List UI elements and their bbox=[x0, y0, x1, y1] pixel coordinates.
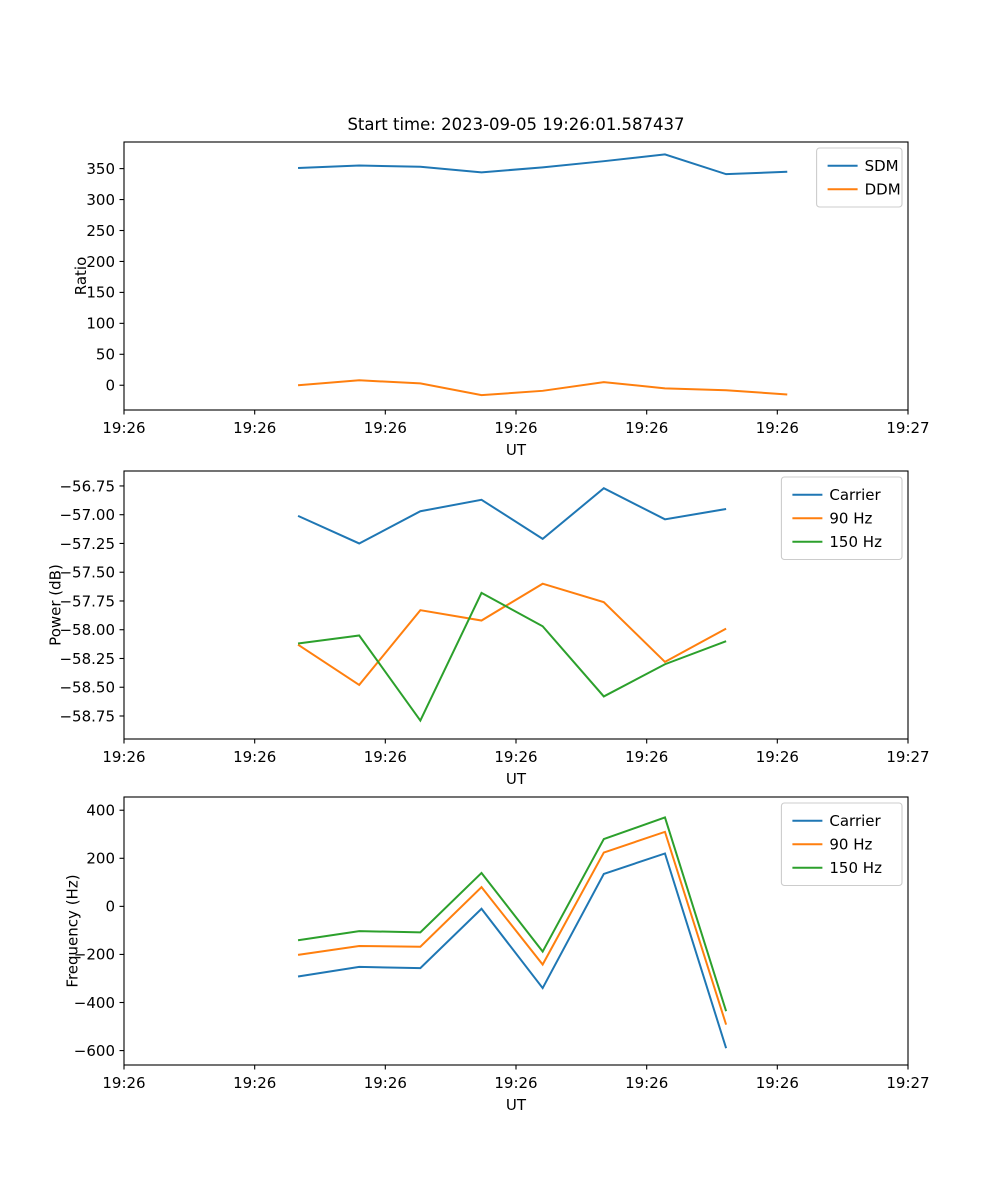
x-tick-label: 19:26 bbox=[494, 1074, 537, 1092]
legend-label-90-hz: 90 Hz bbox=[829, 510, 872, 528]
y-tick-label: −600 bbox=[74, 1042, 115, 1060]
legend-label-carrier: Carrier bbox=[829, 812, 881, 830]
x-tick-label: 19:26 bbox=[364, 419, 407, 437]
series-line-carrier bbox=[297, 852, 728, 1049]
axes-frame bbox=[123, 141, 909, 411]
x-tick-label: 19:26 bbox=[625, 1074, 668, 1092]
x-tick-label: 19:26 bbox=[756, 419, 799, 437]
legend: Carrier 90 Hz 150 Hz bbox=[780, 476, 903, 561]
y-tick-label: 200 bbox=[86, 253, 115, 271]
x-tick-label: 19:26 bbox=[625, 419, 668, 437]
y-tick-label: 350 bbox=[86, 160, 115, 178]
legend-label-150-hz: 150 Hz bbox=[829, 859, 882, 877]
x-tick-label: 19:26 bbox=[102, 1074, 145, 1092]
panel-ratio-panel: Start time: 2023-09-05 19:26:01.587437 19… bbox=[72, 115, 929, 459]
legend-label-carrier: Carrier bbox=[829, 486, 881, 504]
x-tick-label: 19:26 bbox=[364, 748, 407, 766]
legend: SDM DDM bbox=[816, 147, 903, 208]
y-tick-label: −58.25 bbox=[59, 650, 115, 668]
legend-box bbox=[780, 802, 903, 887]
x-tick-label: 19:26 bbox=[233, 1074, 276, 1092]
series-line-90-hz bbox=[297, 582, 727, 687]
panel-power-panel: 19:26 19:26 19:26 19:26 19:26 19:26 19:27 UT −56… bbox=[46, 470, 930, 788]
y-tick-label: −57.50 bbox=[59, 564, 115, 582]
y-axis-label: Power (dB) bbox=[46, 564, 64, 646]
y-tick-label: 150 bbox=[86, 284, 115, 302]
x-tick-label: 19:26 bbox=[494, 748, 537, 766]
panel-title: Start time: 2023-09-05 19:26:01.587437 bbox=[347, 115, 684, 134]
series-line-90-hz bbox=[297, 830, 728, 1025]
y-tick-label: −58.50 bbox=[59, 679, 115, 697]
y-tick-label: −56.75 bbox=[59, 477, 115, 495]
x-tick-label: 19:27 bbox=[886, 419, 929, 437]
y-axis-label: Frequency (Hz) bbox=[64, 874, 82, 987]
y-tick-label: 100 bbox=[86, 315, 115, 333]
x-tick-label: 19:26 bbox=[494, 419, 537, 437]
y-tick-label: 0 bbox=[105, 377, 115, 395]
y-tick-label: 50 bbox=[96, 346, 115, 364]
x-tick-label: 19:26 bbox=[756, 748, 799, 766]
series-line-sdm bbox=[298, 153, 788, 176]
series-line-150-hz bbox=[297, 591, 727, 723]
y-axis-label: Ratio bbox=[72, 257, 90, 296]
panel-frequency-panel: 19:26 19:26 19:26 19:26 19:26 19:26 19:27 UT 400… bbox=[64, 796, 930, 1114]
y-tick-label: −57.75 bbox=[59, 592, 115, 610]
legend-box bbox=[816, 147, 903, 208]
y-tick-label: 250 bbox=[86, 222, 115, 240]
x-tick-label: 19:27 bbox=[886, 748, 929, 766]
y-tick-label: −200 bbox=[74, 946, 115, 964]
y-tick-label: −400 bbox=[74, 994, 115, 1012]
x-tick-label: 19:26 bbox=[102, 419, 145, 437]
x-tick-label: 19:26 bbox=[625, 748, 668, 766]
x-tick-label: 19:26 bbox=[233, 419, 276, 437]
x-axis-label: UT bbox=[506, 441, 527, 459]
series-line-carrier bbox=[297, 487, 727, 545]
x-axis-label: UT bbox=[506, 1096, 527, 1114]
legend-box bbox=[780, 476, 903, 561]
x-tick-label: 19:26 bbox=[102, 748, 145, 766]
x-tick-label: 19:26 bbox=[233, 748, 276, 766]
legend-label-sdm: SDM bbox=[865, 157, 899, 175]
legend-label-90-hz: 90 Hz bbox=[829, 836, 872, 854]
x-tick-label: 19:26 bbox=[756, 1074, 799, 1092]
x-tick-label: 19:26 bbox=[364, 1074, 407, 1092]
y-tick-label: −58.75 bbox=[59, 707, 115, 725]
legend: Carrier 90 Hz 150 Hz bbox=[780, 802, 903, 887]
series-line-150-hz bbox=[297, 816, 728, 1012]
y-tick-label: 300 bbox=[86, 191, 115, 209]
y-tick-label: 0 bbox=[105, 898, 115, 916]
legend-label-ddm: DDM bbox=[865, 181, 901, 199]
y-tick-label: 400 bbox=[86, 802, 115, 820]
series-line-ddm bbox=[297, 379, 788, 397]
y-tick-label: 200 bbox=[86, 850, 115, 868]
y-tick-label: −58.00 bbox=[59, 621, 115, 639]
y-tick-label: −57.00 bbox=[59, 506, 115, 524]
x-tick-label: 19:27 bbox=[886, 1074, 929, 1092]
legend-label-150-hz: 150 Hz bbox=[829, 533, 882, 551]
x-axis-label: UT bbox=[506, 770, 527, 788]
y-tick-label: −57.25 bbox=[59, 535, 115, 553]
